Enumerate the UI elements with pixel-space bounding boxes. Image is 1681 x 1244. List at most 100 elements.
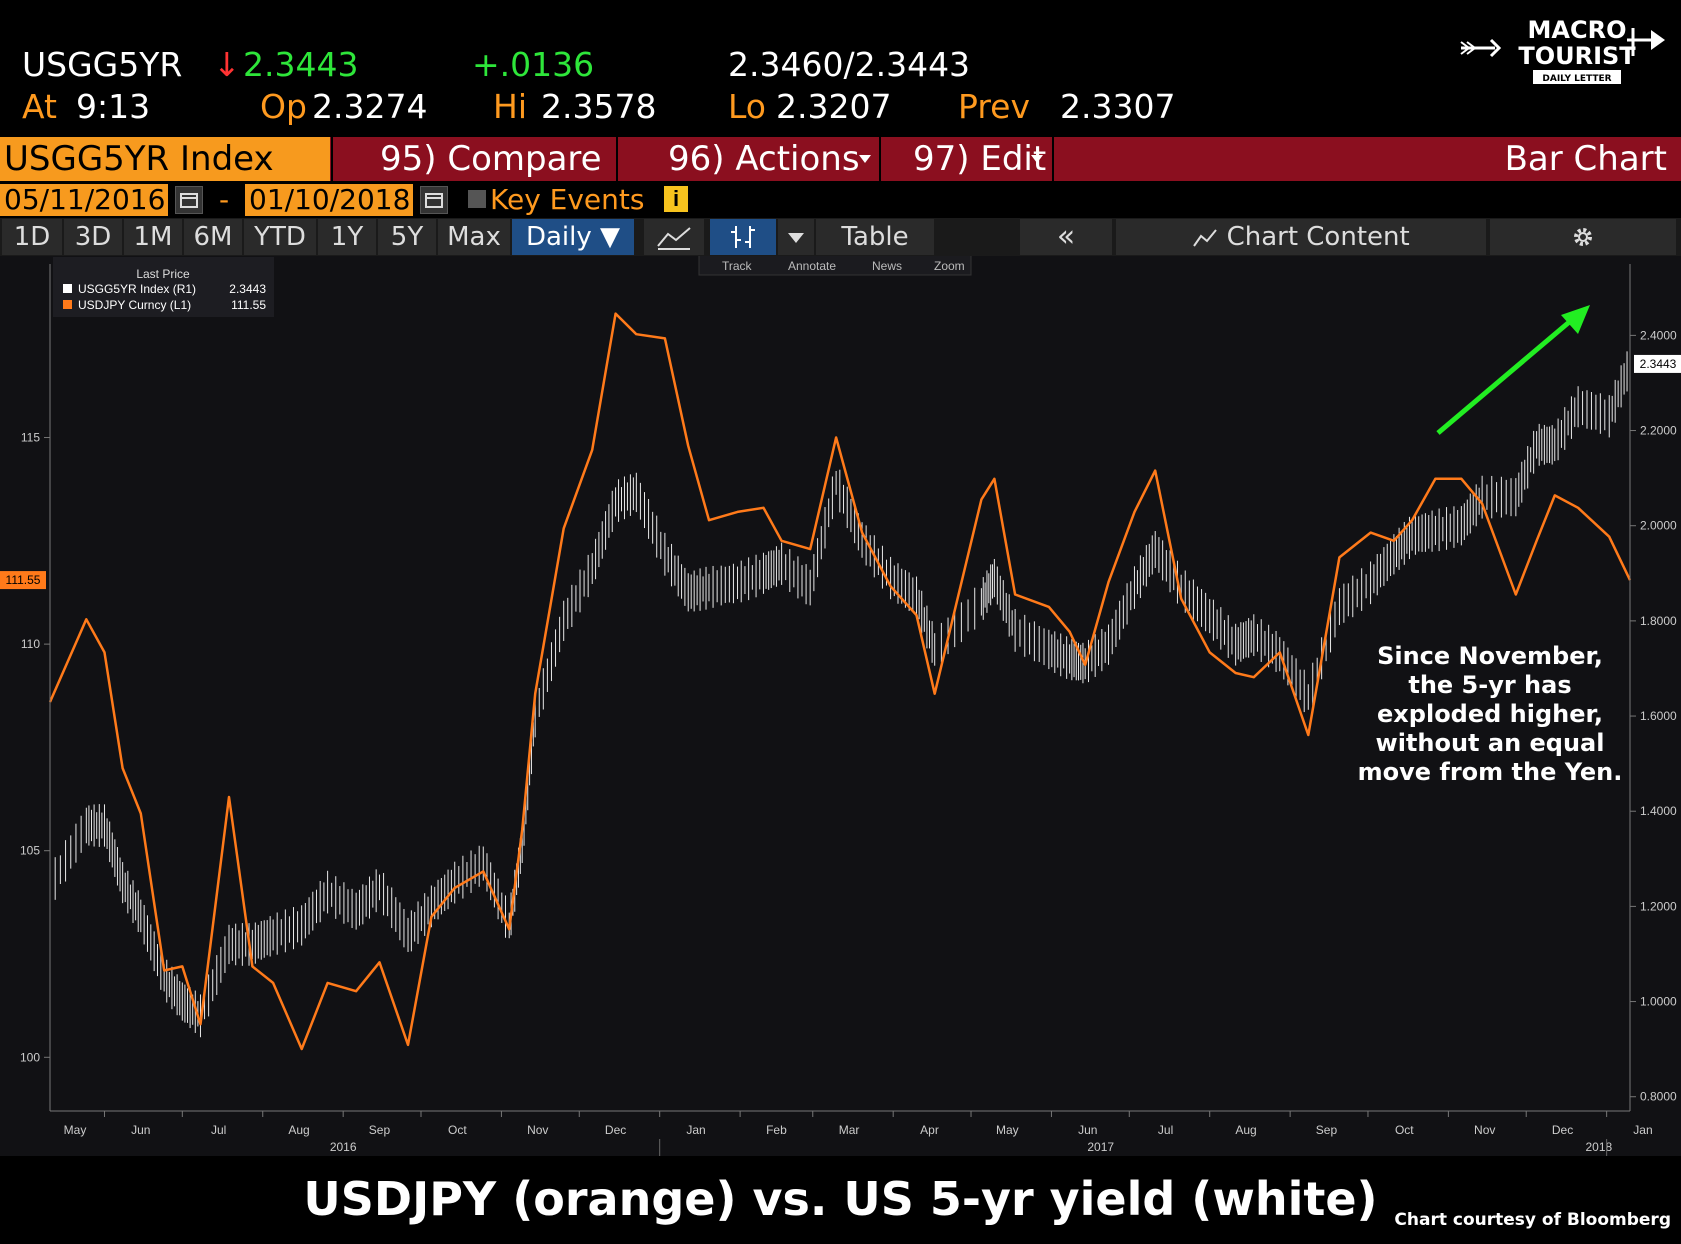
x-tick-label-may: May [64,1123,87,1137]
svg-text:TOURIST: TOURIST [1518,42,1636,70]
period-5y[interactable]: 5Y [378,219,436,255]
annotate-tool[interactable]: Annotate [788,259,836,273]
period-3d[interactable]: 3D [64,219,122,255]
high-label: Hi [493,87,527,126]
at-time: 9:13 [76,87,151,126]
x-tick-label-mar: Mar [839,1123,860,1137]
prev-value: 2.3307 [1060,87,1176,126]
x-tick-label-oct: Oct [1395,1123,1414,1137]
x-tick-label-sep: Sep [1316,1123,1338,1137]
line-chart-icon[interactable] [644,219,704,255]
zoom-tool[interactable]: Zoom [934,259,965,273]
x-tick-label-sep: Sep [369,1123,391,1137]
x-tick-label-jan: Jan [686,1123,705,1137]
annotation-line-5: move from the Yen. [1357,758,1623,786]
chart-content-button[interactable]: Chart Content [1116,219,1486,255]
compare-menu[interactable]: 95) Compare [380,139,602,179]
right-tick-label: 2.2000 [1640,424,1677,438]
low-value: 2.3207 [776,87,892,126]
annotation-line-3: exploded higher, [1377,700,1603,728]
key-events-label: Key Events [490,183,645,216]
usdjpy-last-marker [0,571,46,590]
down-arrow-icon: ↓ [213,45,241,84]
right-tick-label: 2.0000 [1640,519,1677,533]
left-tick-label: 110 [21,637,40,651]
chart-legend: Last Price USGG5YR Index (R1) 2.3443 USD… [53,257,274,317]
settings-gear-icon[interactable] [1490,219,1676,255]
actions-dropdown-icon[interactable] [858,154,872,164]
legend-label-usdjpy: USDJPY Curncy (L1) [78,298,191,312]
chart-panel: May Jun Jul Aug Sep Oct Nov Dec Jan Feb Mar Apr May J… [0,254,1681,1156]
news-tool[interactable]: News [872,259,902,273]
right-tick-label: 1.6000 [1640,709,1677,723]
bar-chart-icon[interactable] [710,219,776,255]
usgg5yr-last-marker [1634,354,1681,373]
security-field[interactable]: USGG5YR Index [0,137,330,181]
edit-menu[interactable]: 97) Edit [913,139,1047,179]
date-dash: - [219,183,230,216]
usgg5yr-last-label: 2.3443 [1640,357,1677,371]
left-tick-label: 100 [20,1050,40,1064]
key-events-checkbox[interactable] [468,190,486,208]
period-ytd[interactable]: YTD [244,219,316,255]
x-tick-label-dec: Dec [1552,1123,1573,1137]
green-trend-arrow [1436,305,1590,435]
bid-ask: 2.3460/2.3443 [728,45,971,84]
x-tick-label-aug: Aug [288,1123,309,1137]
start-calendar-icon[interactable] [175,186,203,214]
x-tick-label-nov: Nov [527,1123,548,1137]
right-tick-label: 2.4000 [1640,328,1677,342]
chart-style-dropdown-icon[interactable] [778,219,814,255]
x-tick-label-apr: Apr [920,1123,939,1137]
prev-label: Prev [958,87,1030,126]
last-price: 2.3443 [243,45,359,84]
high-value: 2.3578 [541,87,657,126]
frequency-select[interactable]: Daily ▼ [512,219,634,255]
period-1m[interactable]: 1M [124,219,182,255]
x-tick-label-jan: Jan [1633,1123,1652,1137]
price-chart[interactable]: May Jun Jul Aug Sep Oct Nov Dec Jan Feb Mar Apr May J… [0,254,1681,1156]
annotation-text: Since November, the 5-yr has exploded hi… [1340,642,1640,787]
end-calendar-icon[interactable] [420,186,448,214]
ticker-symbol: USGG5YR [22,45,183,84]
x-tick-label-dec: Dec [605,1123,626,1137]
actions-menu[interactable]: 96) Actions [668,139,860,179]
end-date-input[interactable]: 01/10/2018 [245,184,413,216]
x-tick-label-jul: Jul [211,1123,226,1137]
start-date-input[interactable]: 05/11/2016 [0,184,168,216]
chart-tools-strip: Track Annotate News Zoom [698,254,972,276]
x-tick-label-nov: Nov [1474,1123,1495,1137]
annotation-line-2: the 5-yr has [1408,671,1572,699]
period-max[interactable]: Max [438,219,510,255]
net-change: +.0136 [472,45,595,84]
legend-label-usgg5yr: USGG5YR Index (R1) [78,282,196,296]
macro-tourist-logo: MACRO TOURIST DAILY LETTER [1460,16,1665,84]
period-1y[interactable]: 1Y [318,219,376,255]
legend-title: Last Price [136,267,190,281]
period-6m[interactable]: 6M [184,219,242,255]
series-usdjpy-line [48,312,1632,1051]
chart-credit: Chart courtesy of Bloomberg [1394,1210,1671,1230]
track-tool[interactable]: Track [722,259,753,273]
left-tick-label: 115 [21,431,40,445]
chart-content-label: Chart Content [1226,222,1410,252]
year-label-2018: 2018 [1586,1140,1613,1154]
legend-value-usgg5yr: 2.3443 [229,282,266,296]
info-icon[interactable]: i [664,186,688,212]
right-tick-label: 1.8000 [1640,614,1677,628]
open-label: Op [260,87,307,126]
table-button[interactable]: Table [816,219,934,255]
edit-dropdown-icon[interactable] [1030,154,1044,164]
usdjpy-last-label: 111.55 [6,573,41,587]
collapse-button[interactable]: « [1020,219,1112,255]
left-tick-label: 105 [20,844,40,858]
right-tick-label: 0.8000 [1640,1090,1677,1104]
period-1d[interactable]: 1D [2,219,62,255]
right-tick-label: 1.0000 [1640,995,1677,1009]
legend-swatch-white [63,284,72,293]
legend-value-usdjpy: 111.55 [231,298,266,312]
x-tick-label-jun: Jun [131,1123,150,1137]
year-label-2017: 2017 [1087,1140,1114,1154]
year-label-2016: 2016 [330,1140,357,1154]
svg-text:MACRO: MACRO [1528,16,1627,44]
